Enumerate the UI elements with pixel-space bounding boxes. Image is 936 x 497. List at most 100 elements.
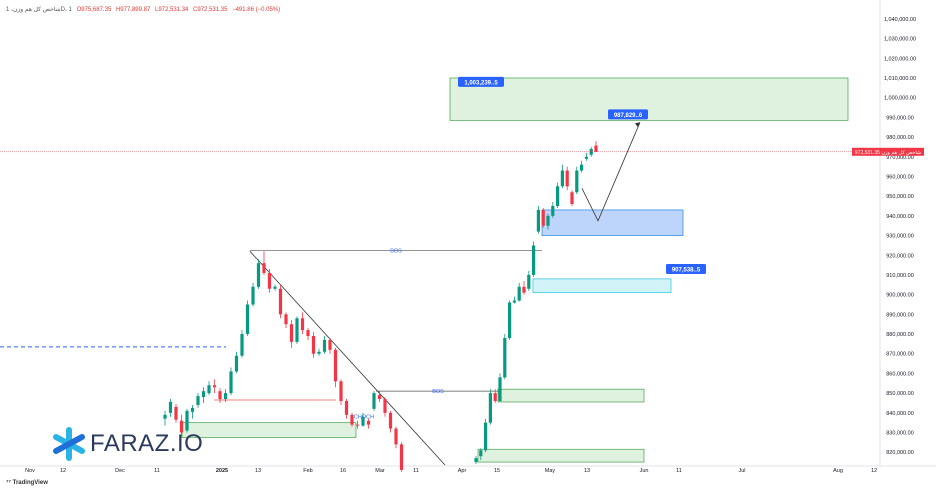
candle-body bbox=[328, 339, 332, 350]
symbol-label[interactable]: شاخص کل هم وزن، 1D، 1 bbox=[6, 7, 72, 13]
candle-body bbox=[174, 406, 178, 420]
candle-body bbox=[580, 164, 584, 171]
candle-body bbox=[517, 286, 521, 301]
candle-body bbox=[394, 428, 398, 445]
y-tick-label: 890,000.00 bbox=[886, 312, 914, 318]
y-tick-label: 830,000.00 bbox=[886, 431, 914, 437]
candle-body bbox=[190, 407, 195, 412]
projection-arrowhead bbox=[635, 122, 640, 128]
y-tick-label: 880,000.00 bbox=[886, 332, 914, 338]
cyan-zone-label: 907,538..5 bbox=[672, 268, 701, 274]
x-tick-label: Jun bbox=[640, 468, 649, 474]
candle-body bbox=[527, 274, 531, 289]
x-tick-label: Apr bbox=[458, 468, 467, 474]
candle-body bbox=[361, 416, 365, 426]
candle-body bbox=[377, 395, 382, 400]
candle-body bbox=[399, 444, 404, 470]
candle-body bbox=[168, 401, 173, 413]
candle-body bbox=[594, 145, 598, 152]
y-tick-label: 1,040,000.00 bbox=[884, 17, 916, 23]
candle-body bbox=[541, 209, 545, 226]
price-tag-text: شاخص کل هم وزن 972,531.35 bbox=[855, 150, 921, 156]
x-tick-label: May bbox=[545, 468, 556, 474]
zone-box bbox=[477, 448, 645, 463]
x-tick-label: 15 bbox=[494, 468, 500, 474]
candle-body bbox=[163, 414, 167, 419]
candle-body bbox=[273, 286, 277, 289]
y-tick-label: 900,000.00 bbox=[886, 293, 914, 299]
candle-body bbox=[536, 209, 540, 232]
candle-body bbox=[179, 420, 184, 433]
candle-body bbox=[383, 399, 387, 413]
x-tick-label: Nov bbox=[25, 468, 35, 474]
candle-body bbox=[322, 339, 327, 352]
y-tick-label: 850,000.00 bbox=[886, 391, 914, 397]
candle-body bbox=[201, 391, 206, 398]
high-value: H977,899.87 bbox=[115, 7, 151, 13]
y-tick-label: 1,000,000.00 bbox=[884, 96, 916, 102]
bos-label: BOS bbox=[390, 248, 402, 254]
candle-body bbox=[488, 393, 492, 423]
target-label-bg bbox=[608, 109, 648, 120]
x-tick-label: Feb bbox=[303, 468, 312, 474]
x-tick-label: Jul bbox=[738, 468, 745, 474]
open-value: O975,687.35 bbox=[76, 7, 112, 13]
y-tick-label: 840,000.00 bbox=[886, 411, 914, 417]
y-tick-label: 970,000.00 bbox=[886, 155, 914, 161]
candle-body bbox=[300, 318, 305, 331]
brand-name: FARAZ.IO bbox=[90, 430, 204, 457]
candle-body bbox=[522, 286, 526, 293]
target-label: 987,829..6 bbox=[614, 113, 643, 119]
candle-body bbox=[484, 422, 488, 451]
candle-body bbox=[245, 304, 250, 335]
x-tick-label: 11 bbox=[413, 468, 419, 474]
candle-body bbox=[218, 391, 222, 400]
candle-body bbox=[546, 215, 550, 226]
platform-name: TradingView bbox=[12, 480, 48, 486]
zone-top-label-bg bbox=[458, 76, 504, 87]
candle-body bbox=[474, 458, 478, 463]
zone-box bbox=[541, 209, 684, 236]
candle-body bbox=[556, 186, 560, 207]
zone-box bbox=[181, 422, 357, 438]
x-tick-label: 16 bbox=[340, 468, 346, 474]
candle-body bbox=[311, 336, 316, 354]
candle-body bbox=[503, 337, 507, 378]
candle-body bbox=[589, 148, 593, 155]
y-tick-label: 1,010,000.00 bbox=[884, 76, 916, 82]
x-tick-label: Mar bbox=[375, 468, 385, 474]
y-tick-label: 860,000.00 bbox=[886, 371, 914, 377]
x-tick-label: 12 bbox=[60, 468, 66, 474]
tradingview-icon: ⁷⁷ bbox=[6, 480, 13, 486]
y-tick-label: 870,000.00 bbox=[886, 352, 914, 358]
candle-body bbox=[333, 349, 338, 382]
candle-body bbox=[256, 263, 261, 287]
candle-body bbox=[512, 300, 516, 303]
candle-body bbox=[240, 334, 244, 356]
low-value: L972,531.34 bbox=[155, 7, 189, 13]
x-tick-label: Aug bbox=[833, 468, 843, 474]
candle-body bbox=[262, 263, 266, 273]
y-tick-label: 930,000.00 bbox=[886, 234, 914, 240]
candle-body bbox=[317, 351, 321, 354]
candle-body bbox=[344, 401, 349, 415]
candle-body bbox=[278, 288, 283, 315]
candle-body bbox=[565, 170, 569, 187]
tradingview-logo[interactable]: ⁷⁷ TradingView bbox=[6, 480, 48, 486]
y-tick-label: 820,000.00 bbox=[886, 450, 914, 456]
y-tick-label: 940,000.00 bbox=[886, 214, 914, 220]
candle-body bbox=[551, 206, 555, 216]
candle-body bbox=[508, 302, 512, 338]
x-tick-label: 12 bbox=[871, 468, 877, 474]
x-tick-label: Dec bbox=[115, 468, 125, 474]
candle-body bbox=[212, 385, 217, 388]
watermark-logo: FARAZ.IO bbox=[52, 427, 203, 461]
candle-body bbox=[196, 396, 200, 405]
candle-body bbox=[289, 324, 294, 342]
projection-path bbox=[581, 122, 641, 222]
candle-body bbox=[350, 414, 354, 425]
zone-box bbox=[532, 278, 672, 294]
candle-body bbox=[560, 170, 564, 187]
